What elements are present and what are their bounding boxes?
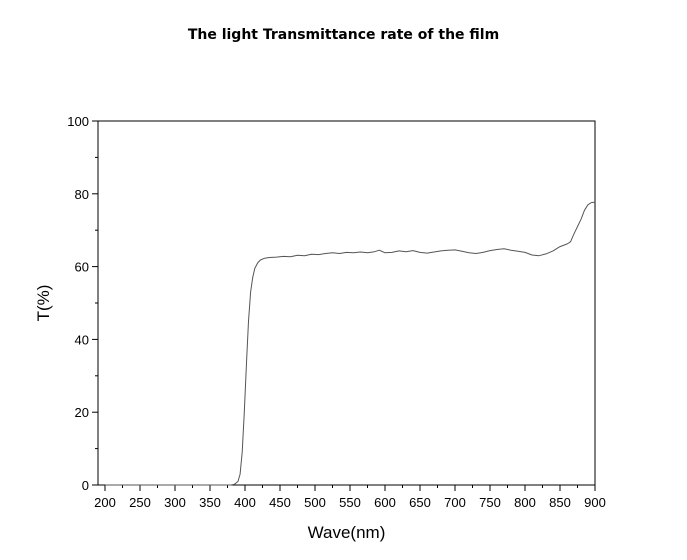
x-tick-label: 550 (339, 495, 361, 510)
x-axis-label: Wave(nm) (308, 523, 386, 542)
x-tick-label: 800 (514, 495, 536, 510)
x-tick-label: 450 (269, 495, 291, 510)
x-tick-label: 650 (409, 495, 431, 510)
x-tick-label: 200 (94, 495, 116, 510)
y-tick-label: 80 (75, 187, 89, 202)
y-tick-label: 20 (75, 405, 89, 420)
y-tick-label: 100 (67, 114, 89, 129)
x-tick-label: 750 (479, 495, 501, 510)
plot-frame (97, 120, 596, 486)
x-tick-label: 900 (584, 495, 606, 510)
plot-layer (105, 201, 596, 486)
y-tick-label: 60 (75, 260, 89, 275)
x-tick-label: 250 (129, 495, 151, 510)
y-tick-label: 40 (75, 332, 89, 347)
x-tick-label: 850 (549, 495, 571, 510)
axes-layer (92, 120, 596, 491)
x-tick-label: 300 (164, 495, 186, 510)
y-axis-label: T(%) (34, 285, 53, 322)
x-tick-label: 500 (304, 495, 326, 510)
x-tick-label: 350 (199, 495, 221, 510)
x-tick-label: 600 (374, 495, 396, 510)
y-tick-label: 0 (82, 478, 89, 493)
x-tick-label: 400 (234, 495, 256, 510)
chart-title: The light Transmittance rate of the film (187, 27, 500, 43)
label-layer: 200 250 300 350 400 450 500 550 600 650 700 750 800 8… (34, 114, 606, 542)
x-tick-label: 700 (444, 495, 466, 510)
transmittance-series-line (105, 201, 596, 486)
